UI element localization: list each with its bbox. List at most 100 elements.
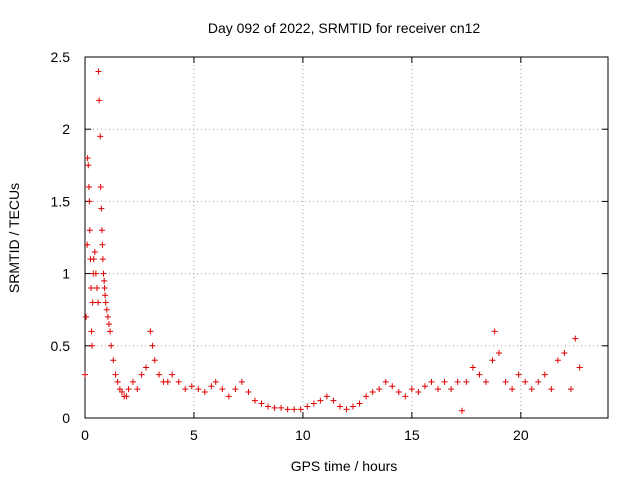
data-point: [82, 371, 88, 378]
x-tick-label: 10: [295, 427, 311, 443]
x-tick-label: 5: [190, 427, 198, 443]
data-point: [271, 404, 278, 411]
data-point: [83, 313, 90, 320]
data-point: [330, 397, 337, 404]
data-point: [85, 183, 92, 190]
data-point: [201, 389, 208, 396]
data-point: [323, 393, 330, 400]
data-point: [567, 386, 574, 393]
data-point: [454, 378, 461, 385]
data-point: [104, 313, 111, 320]
data-point: [245, 389, 252, 396]
data-point: [182, 386, 189, 393]
data-point: [428, 378, 435, 385]
data-point: [284, 406, 291, 413]
data-point: [164, 378, 171, 385]
data-point: [515, 371, 522, 378]
data-point: [88, 342, 95, 349]
data-point: [93, 285, 100, 292]
data-point: [88, 328, 95, 335]
data-point: [278, 404, 285, 411]
data-point: [125, 386, 132, 393]
data-point: [88, 285, 95, 292]
data-point: [548, 386, 555, 393]
x-tick-label: 20: [513, 427, 529, 443]
data-point: [108, 342, 115, 349]
data-point: [110, 357, 117, 364]
data-point: [476, 371, 483, 378]
y-tick-label: 0: [62, 410, 70, 426]
data-point: [212, 378, 219, 385]
data-point: [395, 389, 402, 396]
data-point: [415, 389, 422, 396]
data-point: [90, 256, 97, 263]
data-point: [463, 378, 470, 385]
data-point: [99, 241, 106, 248]
data-point: [101, 285, 108, 292]
data-point: [376, 386, 383, 393]
data-point: [509, 386, 516, 393]
y-tick-label: 1.5: [51, 193, 71, 209]
data-point: [448, 386, 455, 393]
y-axis-label: SRMTID / TECUs: [6, 183, 22, 293]
data-point: [535, 378, 542, 385]
x-tick-label: 0: [81, 427, 89, 443]
y-tick-label: 1: [62, 266, 70, 282]
data-point: [496, 350, 503, 357]
plot-frame: [84, 56, 609, 419]
data-point: [219, 386, 226, 393]
data-point: [86, 227, 93, 234]
data-point: [195, 386, 202, 393]
data-point: [149, 342, 156, 349]
data-point: [336, 403, 343, 410]
y-tick-label: 0.5: [51, 338, 71, 354]
data-point: [91, 248, 98, 255]
data-point: [147, 328, 154, 335]
data-point: [522, 378, 529, 385]
data-point: [156, 371, 163, 378]
data-point: [251, 397, 258, 404]
data-point: [350, 403, 357, 410]
data-point: [369, 389, 376, 396]
data-point: [304, 403, 311, 410]
data-point: [297, 406, 304, 413]
data-points: [82, 68, 583, 414]
data-point: [114, 378, 121, 385]
data-point: [112, 371, 119, 378]
data-point: [151, 357, 158, 364]
data-point: [317, 397, 324, 404]
data-point: [265, 403, 272, 410]
data-point: [225, 393, 232, 400]
y-tick-label: 2: [62, 121, 70, 137]
data-point: [97, 183, 104, 190]
data-point: [489, 357, 496, 364]
data-point: [129, 378, 136, 385]
data-point: [402, 393, 409, 400]
data-point: [119, 389, 126, 396]
data-point: [86, 198, 93, 205]
data-point: [238, 378, 245, 385]
data-point: [469, 364, 476, 371]
data-point: [389, 383, 396, 390]
y-tick-label: 2.5: [51, 49, 71, 65]
data-point: [458, 407, 465, 414]
data-point: [98, 205, 105, 212]
data-point: [92, 270, 99, 277]
data-point: [95, 299, 102, 306]
data-point: [105, 321, 112, 328]
data-point: [554, 357, 561, 364]
data-point: [101, 277, 108, 284]
data-point: [89, 299, 96, 306]
data-point: [382, 378, 389, 385]
data-point: [356, 400, 363, 407]
data-point: [123, 393, 130, 400]
data-point: [572, 335, 579, 342]
data-point: [84, 241, 91, 248]
data-point: [138, 371, 145, 378]
data-point: [435, 386, 442, 393]
data-point: [143, 364, 150, 371]
data-point: [85, 162, 92, 169]
data-point: [491, 328, 498, 335]
data-point: [561, 350, 568, 357]
